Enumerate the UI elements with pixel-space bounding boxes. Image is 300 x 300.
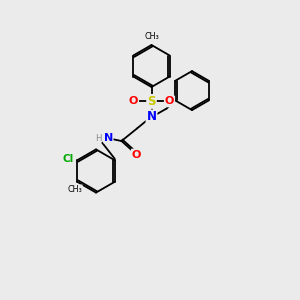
Text: N: N	[146, 110, 157, 124]
Text: O: O	[132, 149, 141, 160]
Text: O: O	[129, 96, 138, 106]
Text: O: O	[165, 96, 174, 106]
Text: S: S	[147, 95, 156, 108]
Text: CH₃: CH₃	[68, 185, 82, 194]
Text: CH₃: CH₃	[144, 32, 159, 41]
Text: H: H	[95, 134, 101, 142]
Text: N: N	[104, 133, 113, 143]
Text: Cl: Cl	[62, 154, 74, 164]
